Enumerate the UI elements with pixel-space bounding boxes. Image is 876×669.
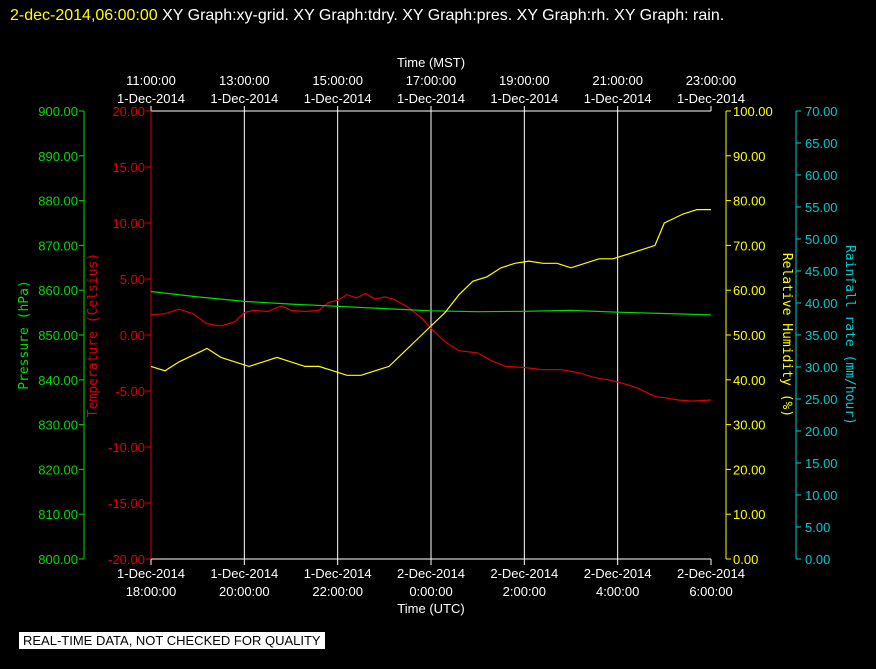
rainfall-tick-label: 40.00 bbox=[805, 296, 838, 311]
temperature-axis-title: Temperature (Celsius) bbox=[86, 253, 101, 417]
rainfall-tick-label: 65.00 bbox=[805, 136, 838, 151]
pressure-tick-label: 890.00 bbox=[38, 149, 78, 164]
humidity-tick-label: 60.00 bbox=[733, 283, 766, 298]
x-tick-label-mst: 1-Dec-2014 bbox=[584, 91, 652, 106]
x-tick-label-mst: 1-Dec-2014 bbox=[210, 91, 278, 106]
x-tick-label-mst: 13:00:00 bbox=[219, 73, 270, 88]
x-tick-label-mst: 19:00:00 bbox=[499, 73, 550, 88]
pressure-tick-label: 820.00 bbox=[38, 462, 78, 477]
rainfall-tick-label: 30.00 bbox=[805, 360, 838, 375]
pressure-tick-label: 810.00 bbox=[38, 507, 78, 522]
x-tick-label-utc: 18:00:00 bbox=[126, 584, 177, 599]
rainfall-tick-label: 25.00 bbox=[805, 392, 838, 407]
series-line-rh bbox=[150, 209, 711, 376]
chart-title: 2-dec-2014,06:00:00 XY Graph:xy-grid. XY… bbox=[10, 3, 870, 29]
rainfall-tick-label: 15.00 bbox=[805, 456, 838, 471]
series-line-pres bbox=[150, 290, 712, 316]
x-axis-title-mst: Time (MST) bbox=[397, 55, 465, 70]
x-tick-label-utc: 2-Dec-2014 bbox=[397, 566, 465, 581]
pressure-tick-label: 870.00 bbox=[38, 238, 78, 253]
x-tick-label-utc: 1-Dec-2014 bbox=[117, 566, 185, 581]
x-tick-label-mst: 1-Dec-2014 bbox=[397, 91, 465, 106]
humidity-tick-label: 100.00 bbox=[733, 104, 773, 119]
series-line-tdry bbox=[150, 292, 712, 402]
quality-notice: REAL-TIME DATA, NOT CHECKED FOR QUALITY bbox=[19, 632, 325, 649]
rainfall-tick-label: 45.00 bbox=[805, 264, 838, 279]
x-tick-label-mst: 15:00:00 bbox=[312, 73, 363, 88]
x-tick-label-utc: 2-Dec-2014 bbox=[584, 566, 652, 581]
temperature-tick-label: 20.00 bbox=[112, 104, 145, 119]
x-tick-label-utc: 1-Dec-2014 bbox=[304, 566, 372, 581]
humidity-tick-label: 0.00 bbox=[733, 552, 758, 567]
x-tick-label-mst: 23:00:00 bbox=[686, 73, 737, 88]
graph-list-text: XY Graph:xy-grid. XY Graph:tdry. XY Grap… bbox=[157, 7, 725, 24]
rainfall-tick-label: 0.00 bbox=[805, 552, 830, 567]
x-tick-label-utc: 2:00:00 bbox=[503, 584, 546, 599]
x-tick-label-utc: 0:00:00 bbox=[409, 584, 452, 599]
x-tick-label-utc: 2-Dec-2014 bbox=[677, 566, 745, 581]
temperature-tick-label: 0.00 bbox=[120, 328, 145, 343]
humidity-tick-label: 10.00 bbox=[733, 507, 766, 522]
humidity-tick-label: 40.00 bbox=[733, 373, 766, 388]
timestamp-text: 2-dec-2014,06:00:00 bbox=[10, 7, 158, 24]
x-tick-label-utc: 2-Dec-2014 bbox=[490, 566, 558, 581]
rainfall-tick-label: 35.00 bbox=[805, 328, 838, 343]
x-tick-label-mst: 17:00:00 bbox=[406, 73, 457, 88]
temperature-tick-label: -5.00 bbox=[115, 384, 145, 399]
temperature-tick-label: 15.00 bbox=[112, 160, 145, 175]
x-tick-label-utc: 1-Dec-2014 bbox=[210, 566, 278, 581]
rainfall-tick-label: 20.00 bbox=[805, 424, 838, 439]
rainfall-tick-label: 10.00 bbox=[805, 488, 838, 503]
humidity-axis-title: Relative Humidity (%) bbox=[779, 253, 794, 417]
humidity-tick-label: 50.00 bbox=[733, 328, 766, 343]
temperature-tick-label: 10.00 bbox=[112, 216, 145, 231]
x-tick-label-mst: 1-Dec-2014 bbox=[304, 91, 372, 106]
pressure-tick-label: 900.00 bbox=[38, 104, 78, 119]
rainfall-tick-label: 5.00 bbox=[805, 520, 830, 535]
x-tick-label-utc: 6:00:00 bbox=[689, 584, 732, 599]
x-tick-label-mst: 1-Dec-2014 bbox=[117, 91, 185, 106]
x-tick-label-mst: 11:00:00 bbox=[126, 73, 176, 88]
humidity-tick-label: 20.00 bbox=[733, 462, 766, 477]
pressure-tick-label: 860.00 bbox=[38, 283, 78, 298]
pressure-tick-label: 830.00 bbox=[38, 418, 78, 433]
x-tick-label-utc: 22:00:00 bbox=[312, 584, 363, 599]
temperature-tick-label: -10.00 bbox=[108, 440, 145, 455]
temperature-tick-label: 5.00 bbox=[120, 272, 145, 287]
temperature-tick-label: -15.00 bbox=[108, 496, 145, 511]
x-tick-label-utc: 4:00:00 bbox=[596, 584, 639, 599]
x-tick-label-mst: 1-Dec-2014 bbox=[677, 91, 745, 106]
rainfall-tick-label: 70.00 bbox=[805, 104, 838, 119]
pressure-tick-label: 880.00 bbox=[38, 194, 78, 209]
rainfall-tick-label: 60.00 bbox=[805, 168, 838, 183]
humidity-tick-label: 90.00 bbox=[733, 149, 766, 164]
pressure-tick-label: 850.00 bbox=[38, 328, 78, 343]
x-axis-title-utc: Time (UTC) bbox=[397, 601, 464, 616]
x-tick-label-mst: 1-Dec-2014 bbox=[490, 91, 558, 106]
pressure-axis-title: Pressure (hPa) bbox=[17, 280, 32, 390]
pressure-tick-label: 800.00 bbox=[38, 552, 78, 567]
rainfall-axis-title: Rainfall rate (mm/hour) bbox=[842, 245, 857, 425]
temperature-tick-label: -20.00 bbox=[108, 552, 145, 567]
rainfall-tick-label: 55.00 bbox=[805, 200, 838, 215]
pressure-tick-label: 840.00 bbox=[38, 373, 78, 388]
rainfall-tick-label: 50.00 bbox=[805, 232, 838, 247]
humidity-tick-label: 30.00 bbox=[733, 418, 766, 433]
x-tick-label-mst: 21:00:00 bbox=[592, 73, 643, 88]
humidity-tick-label: 70.00 bbox=[733, 238, 766, 253]
humidity-tick-label: 80.00 bbox=[733, 194, 766, 209]
x-tick-label-utc: 20:00:00 bbox=[219, 584, 270, 599]
